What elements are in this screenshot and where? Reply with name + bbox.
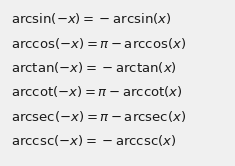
- Text: $\arccos(-x) = \pi - \arccos(x)$: $\arccos(-x) = \pi - \arccos(x)$: [11, 36, 186, 50]
- Text: $\mathrm{arcsec}(-x) = \pi - \mathrm{arcsec}(x)$: $\mathrm{arcsec}(-x) = \pi - \mathrm{arc…: [11, 109, 186, 124]
- Text: $\arcsin(-x) = -\arcsin(x)$: $\arcsin(-x) = -\arcsin(x)$: [11, 11, 171, 26]
- Text: $\mathrm{arccot}(-x) = \pi - \mathrm{arccot}(x)$: $\mathrm{arccot}(-x) = \pi - \mathrm{arc…: [11, 84, 182, 99]
- Text: $\mathrm{arccsc}(-x) = -\mathrm{arccsc}(x)$: $\mathrm{arccsc}(-x) = -\mathrm{arccsc}(…: [11, 133, 176, 148]
- Text: $\arctan(-x) = -\arctan(x)$: $\arctan(-x) = -\arctan(x)$: [11, 60, 177, 75]
